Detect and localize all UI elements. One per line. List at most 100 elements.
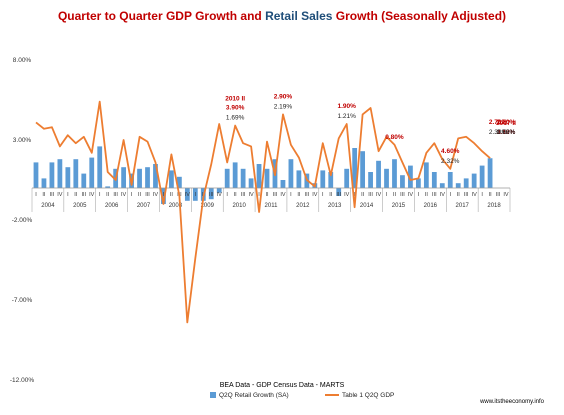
y-axis: 8.00% 3.00% -2.00% -7.00% -12.00% xyxy=(10,57,34,384)
retail-bar xyxy=(392,159,397,188)
quarter-label: I xyxy=(226,192,228,198)
retail-bar xyxy=(264,168,270,188)
retail-bar xyxy=(288,159,294,188)
quarter-label: IV xyxy=(280,192,286,198)
quarter-label: III xyxy=(50,192,55,198)
retail-bar xyxy=(105,186,111,188)
year-label: 2015 xyxy=(392,203,406,209)
retail-bar xyxy=(248,178,254,188)
quarter-label: II xyxy=(329,192,333,198)
retail-bar xyxy=(169,170,174,188)
annotation-label: 0.80% xyxy=(385,134,404,141)
year-label: 2004 xyxy=(41,203,55,209)
y-tick-label: -2.00% xyxy=(12,217,33,224)
retail-bar xyxy=(463,178,469,188)
retail-bar xyxy=(41,178,47,188)
watermark: www.itstheeconomy.info xyxy=(479,399,545,405)
annotation-label: 2017 II xyxy=(496,120,516,127)
quarter-label: II xyxy=(489,192,493,198)
year-label: 2014 xyxy=(360,203,374,209)
quarter-label: I xyxy=(418,192,420,198)
quarter-label: II xyxy=(425,192,429,198)
retail-bar xyxy=(153,164,158,188)
annotation-value: 1.21% xyxy=(337,113,356,120)
annotation-label: 2.90% xyxy=(274,93,293,100)
quarter-label: III xyxy=(273,192,278,198)
quarter-label: III xyxy=(400,192,405,198)
annotation-value: 1.62% xyxy=(497,129,516,136)
annotation-value: 1.69% xyxy=(226,115,245,122)
year-label: 2008 xyxy=(169,203,183,209)
annotation-value: 2.33% xyxy=(489,129,508,136)
quarter-label: I xyxy=(67,192,69,198)
retail-bar xyxy=(487,158,493,188)
retail-bar xyxy=(240,168,246,188)
retail-bar xyxy=(33,162,39,188)
quarter-label: IV xyxy=(408,192,414,198)
annotation-value: 1.86% xyxy=(497,129,516,136)
retail-bar xyxy=(439,183,445,188)
retail-bar xyxy=(471,173,477,188)
retail-bar xyxy=(89,157,95,188)
quarter-label: IV xyxy=(121,192,127,198)
chart-title: Quarter to Quarter GDP Growth and Retail… xyxy=(58,9,506,23)
quarter-label: I xyxy=(258,192,260,198)
retail-bar xyxy=(216,188,222,193)
quarter-label: I xyxy=(131,192,133,198)
quarter-label: IV xyxy=(312,192,318,198)
retail-bar xyxy=(81,173,87,188)
annotation-value: 2.19% xyxy=(274,103,293,110)
quarter-label: IV xyxy=(503,192,509,198)
annotation-value: 2.32% xyxy=(441,158,460,165)
year-label: 2017 xyxy=(456,203,470,209)
retail-bar xyxy=(161,188,166,204)
quarter-label: IV xyxy=(89,192,95,198)
annotation-value: 3.10% xyxy=(497,129,516,136)
quarter-label: IV xyxy=(248,192,254,198)
quarter-label: III xyxy=(432,192,437,198)
quarter-label: III xyxy=(113,192,118,198)
retail-bar xyxy=(455,183,461,188)
quarter-label: I xyxy=(195,192,197,198)
retail-bar xyxy=(137,168,142,188)
quarter-label: III xyxy=(81,192,86,198)
retail-bar xyxy=(296,170,302,188)
retail-bar xyxy=(376,160,381,188)
annotation-label: 2.20% xyxy=(497,119,516,126)
quarter-label: III xyxy=(336,192,341,198)
quarter-label: III xyxy=(368,192,373,198)
year-label: 2010 xyxy=(232,203,246,209)
quarter-label: III xyxy=(464,192,469,198)
quarter-label: I xyxy=(386,192,388,198)
retail-bar xyxy=(431,172,437,188)
annotation-label: 4.60% xyxy=(441,148,460,155)
annotations: 1.69% 3.90% 2010 II 2.19% 2.90% 1.21% 1.90% 0.8… xyxy=(225,93,516,164)
annotation-value: 0.22% xyxy=(497,129,516,136)
retail-bar xyxy=(65,167,71,188)
quarter-label: II xyxy=(42,192,46,198)
retail-bar xyxy=(184,188,190,201)
retail-bar xyxy=(384,168,389,188)
legend: Q2Q Retail Growth (SA) Table 1 Q2Q GDP xyxy=(210,392,394,399)
retail-bar xyxy=(224,168,230,188)
quarter-label: I xyxy=(449,192,451,198)
retail-bar xyxy=(208,188,214,200)
quarter-label: IV xyxy=(153,192,159,198)
retail-bar xyxy=(328,172,334,188)
x-axis: I II III IV I II III IV I II III IV I II III IV I II III IV… xyxy=(31,187,511,212)
quarter-label: IV xyxy=(472,192,478,198)
retail-bar xyxy=(320,170,326,188)
quarter-label: II xyxy=(297,192,301,198)
quarter-label: II xyxy=(170,192,174,198)
quarter-label: I xyxy=(290,192,292,198)
legend-swatch-retail xyxy=(210,392,216,398)
gdp-line-layer xyxy=(35,100,491,324)
retail-bar xyxy=(192,188,198,201)
quarter-label: IV xyxy=(440,192,446,198)
retail-bar xyxy=(121,167,127,188)
quarter-label: I xyxy=(35,192,37,198)
y-tick-label: -7.00% xyxy=(12,297,33,304)
chart-subtitle: BEA Data - GDP Census Data - MARTS xyxy=(220,382,345,389)
